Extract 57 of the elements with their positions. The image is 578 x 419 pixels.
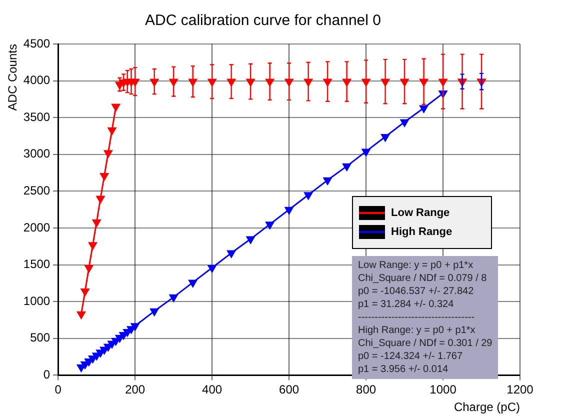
point — [108, 127, 116, 135]
point — [342, 163, 351, 171]
annotation: High Range: y = p0 + p1*x — [358, 325, 476, 336]
point — [88, 242, 97, 250]
point — [246, 236, 255, 244]
point — [150, 308, 159, 316]
x-tick-label: 400 — [202, 382, 222, 397]
chart-title: ADC calibration curve for channel 0 — [145, 12, 381, 30]
x-tick-label: 800 — [356, 382, 376, 397]
legend-label: Low Range — [391, 207, 450, 219]
annotation: Low Range: y = p0 + p1*x — [358, 260, 474, 271]
annotation: Chi_Square / NDf = 0.079 / 8 — [358, 273, 487, 284]
y-tick-label: 1500 — [23, 257, 50, 272]
annotation: p1 = 3.956 +/- 0.014 — [358, 364, 448, 375]
x-tick-label: 1200 — [506, 382, 534, 397]
y-axis-title: ADC Counts — [6, 44, 20, 111]
annotation: p0 = -1046.537 +/- 27.842 — [358, 286, 474, 297]
point — [362, 148, 370, 156]
y-tick-label: 4000 — [23, 73, 50, 88]
annotation: ----------------------------------- — [358, 312, 475, 323]
annotation: p0 = -124.324 +/- 1.767 — [358, 351, 463, 362]
annotation: Chi_Square / NDf = 0.301 / 29 — [358, 338, 492, 349]
annotation: p1 = 31.284 +/- 0.324 — [358, 299, 454, 310]
y-tick-label: 3000 — [23, 146, 50, 161]
point — [266, 222, 274, 230]
y-tick-label: 1000 — [23, 294, 50, 308]
y-tick-label: 2500 — [23, 184, 50, 198]
x-tick-label: 0 — [54, 382, 62, 397]
point — [104, 150, 112, 158]
x-axis-title: Charge (pC) — [454, 400, 520, 414]
point — [188, 280, 198, 288]
point — [92, 219, 101, 227]
point — [420, 105, 428, 113]
point — [100, 172, 108, 180]
point — [284, 206, 294, 214]
x-tick-label: 200 — [125, 382, 146, 397]
x-tick-label: 1000 — [430, 382, 457, 397]
y-tick-label: 3500 — [23, 110, 50, 124]
point — [80, 288, 90, 296]
legend-label: High Range — [391, 226, 452, 238]
point — [208, 264, 216, 272]
point — [96, 196, 105, 204]
point — [112, 104, 120, 112]
y-tick-label: 2000 — [23, 220, 50, 234]
y-tick-label: 0 — [43, 368, 50, 382]
x-tick-label: 600 — [279, 382, 300, 397]
point — [323, 177, 332, 185]
y-tick-label: 500 — [30, 330, 50, 345]
point — [130, 323, 140, 331]
y-tick-label: 4500 — [23, 36, 50, 50]
point — [76, 311, 86, 319]
point — [304, 192, 313, 200]
point — [227, 250, 236, 258]
point — [400, 119, 409, 127]
point — [381, 134, 390, 142]
point — [84, 264, 94, 272]
point — [169, 294, 178, 302]
